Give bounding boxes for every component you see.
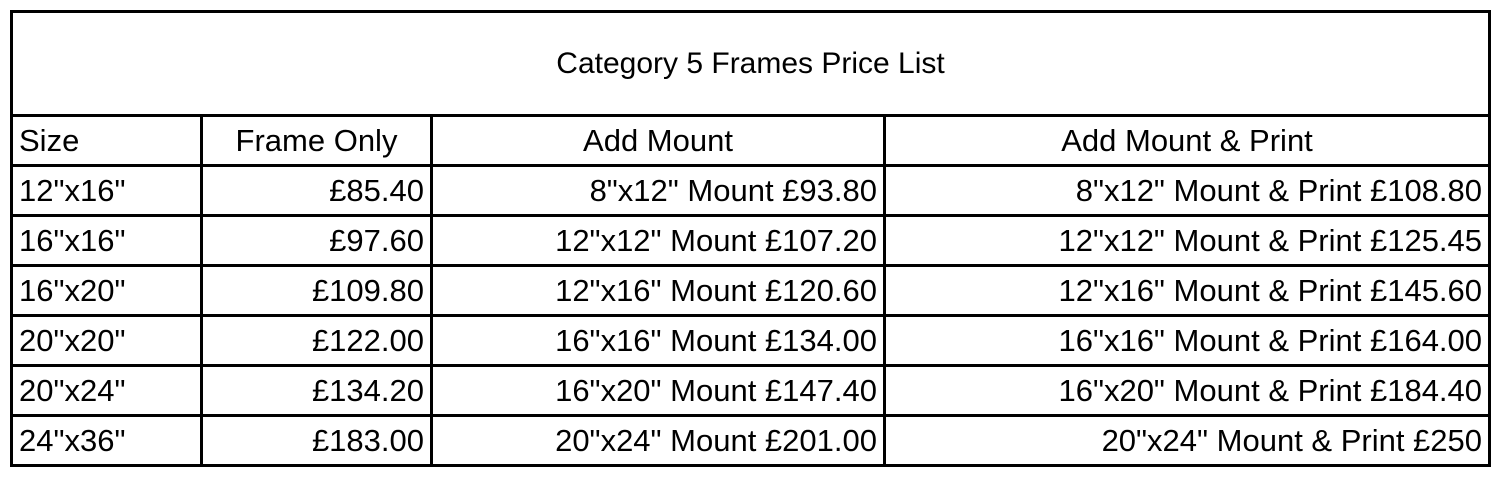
table-row: 16"x20" £109.80 12"x16" Mount £120.60 12"x1… — [10, 264, 1492, 317]
size-cell: 16"x20" — [10, 264, 203, 317]
frame-only-cell: £122.00 — [200, 314, 433, 367]
size-cell: 12"x16" — [10, 164, 203, 217]
header-row: Size Frame Only Add Mount Add Mount & Pr… — [10, 114, 1492, 167]
frame-only-cell: £85.40 — [200, 164, 433, 217]
add-mount-cell: 16"x20" Mount £147.40 — [430, 364, 886, 417]
table-row: 16"x16" £97.60 12"x12" Mount £107.20 12"x12… — [10, 214, 1492, 267]
price-table: Category 5 Frames Price List Size Frame … — [9, 10, 1492, 467]
add-mount-cell: 16"x16" Mount £134.00 — [430, 314, 886, 367]
header-size: Size — [10, 114, 203, 167]
add-mount-print-cell: 16"x20" Mount & Print £184.40 — [882, 364, 1492, 417]
table-row: 12"x16" £85.40 8"x12" Mount £93.80 8"x12" M… — [10, 164, 1492, 217]
add-mount-print-cell: 16"x16" Mount & Print £164.00 — [882, 314, 1492, 367]
frame-only-cell: £97.60 — [200, 214, 433, 267]
frame-only-cell: £183.00 — [200, 414, 433, 467]
title-row: Category 5 Frames Price List — [9, 10, 1492, 117]
table-row: 20"x20" £122.00 16"x16" Mount £134.00 16"x1… — [10, 314, 1492, 367]
add-mount-print-cell: 20"x24" Mount & Print £250 — [882, 414, 1492, 467]
add-mount-cell: 20"x24" Mount £201.00 — [430, 414, 886, 467]
add-mount-cell: 8"x12" Mount £93.80 — [430, 164, 886, 217]
table-row: 20"x24" £134.20 16"x20" Mount £147.40 16"x2… — [10, 364, 1492, 417]
table-row: 24"x36" £183.00 20"x24" Mount £201.00 20"x2… — [10, 414, 1492, 467]
add-mount-print-cell: 12"x16" Mount & Print £145.60 — [882, 264, 1492, 317]
add-mount-print-cell: 12"x12" Mount & Print £125.45 — [882, 214, 1492, 267]
frame-only-cell: £134.20 — [200, 364, 433, 417]
add-mount-cell: 12"x12" Mount £107.20 — [430, 214, 886, 267]
size-cell: 16"x16" — [10, 214, 203, 267]
header-frame-only: Frame Only — [200, 114, 433, 167]
header-add-mount: Add Mount — [430, 114, 886, 167]
table-title: Category 5 Frames Price List — [9, 10, 1492, 117]
frame-only-cell: £109.80 — [200, 264, 433, 317]
add-mount-print-cell: 8"x12" Mount & Print £108.80 — [882, 164, 1492, 217]
size-cell: 20"x20" — [10, 314, 203, 367]
size-cell: 20"x24" — [10, 364, 203, 417]
header-add-mount-print: Add Mount & Print — [882, 114, 1492, 167]
add-mount-cell: 12"x16" Mount £120.60 — [430, 264, 886, 317]
size-cell: 24"x36" — [10, 414, 203, 467]
